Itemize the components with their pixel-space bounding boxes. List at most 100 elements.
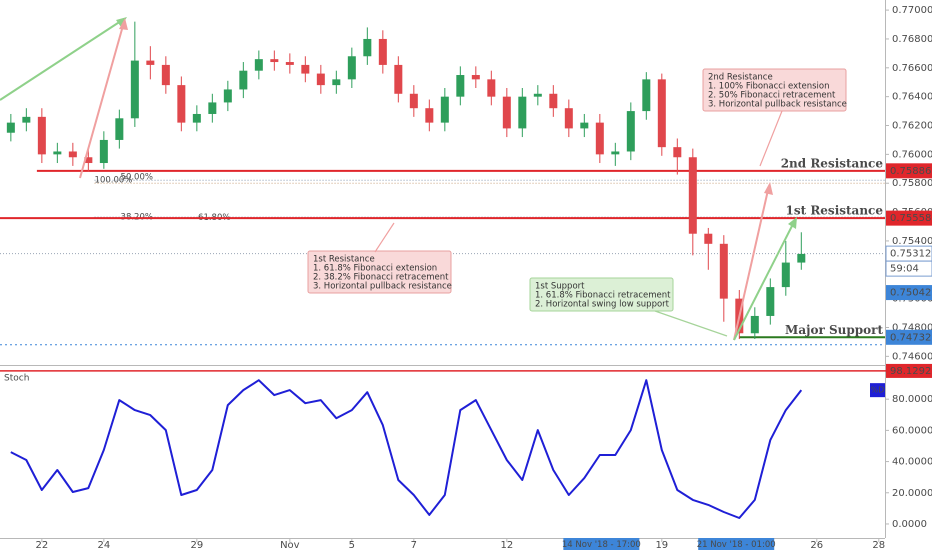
fib-label: 50.00% xyxy=(121,173,153,183)
level-name: 2nd Resistance xyxy=(781,156,884,170)
candle-body xyxy=(270,59,279,63)
y-tick-label: 0.75800 xyxy=(892,178,932,189)
callout-line: 3. Horizontal pullback resistance xyxy=(313,282,452,292)
time-cursor-box xyxy=(698,538,775,550)
y-tick-label: 0.74800 xyxy=(892,322,932,333)
candle-body xyxy=(68,151,77,158)
x-tick-label: 28 xyxy=(872,540,885,550)
callout-box xyxy=(529,277,674,312)
candle-body xyxy=(223,89,232,103)
candle-body xyxy=(347,56,356,80)
callout-title: 1st Support xyxy=(535,282,585,292)
callout-pointer xyxy=(374,222,395,253)
candle-body xyxy=(316,73,325,86)
candle-body xyxy=(704,233,713,244)
countdown-box xyxy=(885,260,932,277)
candle-body xyxy=(626,111,635,152)
value-label: 0.75558 xyxy=(890,213,931,224)
countdown: 59:04 xyxy=(890,264,919,275)
y-tick-label: 0.76600 xyxy=(892,63,932,74)
y-tick-label: 0.76800 xyxy=(892,34,932,45)
value-label: 0.74732 xyxy=(890,332,931,343)
candle-body xyxy=(425,108,434,123)
candle-body xyxy=(549,93,558,109)
candle-body xyxy=(22,116,31,123)
time-cursor-label: 14 Nov '18 - 17:00 xyxy=(562,540,641,550)
fib-label: 100.00% xyxy=(95,176,133,186)
candle-body xyxy=(115,118,124,140)
y-tick-label: 0.77000 xyxy=(892,5,932,16)
candle-body xyxy=(177,85,186,123)
x-tick-label: 24 xyxy=(97,540,110,550)
candle-body xyxy=(719,243,728,299)
x-tick-label: 29 xyxy=(190,540,203,550)
value-label: 0.75312 xyxy=(890,249,931,260)
candle-body xyxy=(564,108,573,129)
value-label: 0.75886 xyxy=(890,166,931,177)
y-tick-label: 0.75400 xyxy=(892,236,932,247)
drawings xyxy=(0,17,797,341)
candle-body xyxy=(285,62,294,65)
y-tick-label: 0.0000 xyxy=(892,519,927,530)
candle-body xyxy=(487,79,496,97)
trend-arrow xyxy=(0,18,125,101)
value-box xyxy=(886,285,932,301)
candle-body xyxy=(750,315,759,334)
candle-body xyxy=(688,157,697,234)
legend-label: %D xyxy=(871,386,885,395)
candle-body xyxy=(611,151,620,155)
candle-body xyxy=(673,147,682,158)
candle-body xyxy=(99,139,108,164)
arrow-head xyxy=(764,182,773,195)
x-tick-label: 5 xyxy=(349,540,355,550)
series-tag xyxy=(870,383,885,398)
y-tick-label: 0.74600 xyxy=(892,351,932,362)
value-label: 98.1292 xyxy=(890,366,931,377)
x-tick-label: 26 xyxy=(810,540,823,550)
level-name: 1st Resistance xyxy=(786,204,884,218)
value-box xyxy=(886,163,932,179)
callout-pointer xyxy=(654,310,728,337)
callout-title: 2nd Resistance xyxy=(708,73,773,83)
candle-body xyxy=(208,102,217,114)
time-cursor-label: 21 Nov '18 - 01:00 xyxy=(697,540,776,550)
candle-body xyxy=(6,122,15,133)
arrow-head xyxy=(788,217,797,229)
x-tick-label: 7 xyxy=(411,540,417,550)
pane-title: Stoch xyxy=(4,374,29,384)
callout-pointer xyxy=(759,110,783,167)
trend-arrow xyxy=(79,21,125,179)
x-tick-label: 22 xyxy=(35,540,48,550)
callout-box xyxy=(307,250,452,294)
y-tick-label: 20.0000 xyxy=(892,488,932,499)
value-label: 0.75042 xyxy=(890,288,931,299)
callout-box xyxy=(702,68,847,112)
trend-arrow xyxy=(733,189,769,341)
candle-body xyxy=(642,79,651,112)
candle-body xyxy=(456,75,465,97)
arrow-head xyxy=(119,18,128,30)
candle-body xyxy=(84,157,93,164)
candle-body xyxy=(130,60,139,119)
callout-line: 1. 61.8% Fibonacci extension xyxy=(313,264,437,274)
value-box xyxy=(886,363,932,378)
x-tick-label: 12 xyxy=(500,540,513,550)
candle-body xyxy=(471,75,480,80)
time-cursor-box xyxy=(563,538,640,550)
candle-body xyxy=(580,122,589,129)
value-box xyxy=(886,210,932,226)
y-tick-label: 0.76000 xyxy=(892,149,932,160)
stoch-line xyxy=(10,379,803,519)
candle-body xyxy=(332,79,341,86)
candle-body xyxy=(378,38,387,65)
candle-body xyxy=(595,122,604,155)
value-box xyxy=(886,329,932,345)
candle-body xyxy=(37,116,46,155)
y-tick-label: 80.0000 xyxy=(892,394,932,405)
candle-body xyxy=(192,113,201,123)
candle-body xyxy=(502,96,511,129)
candle-body xyxy=(254,59,263,71)
callout-line: 2. Horizontal swing low support xyxy=(535,300,670,310)
x-tick-label: 19 xyxy=(655,540,668,550)
